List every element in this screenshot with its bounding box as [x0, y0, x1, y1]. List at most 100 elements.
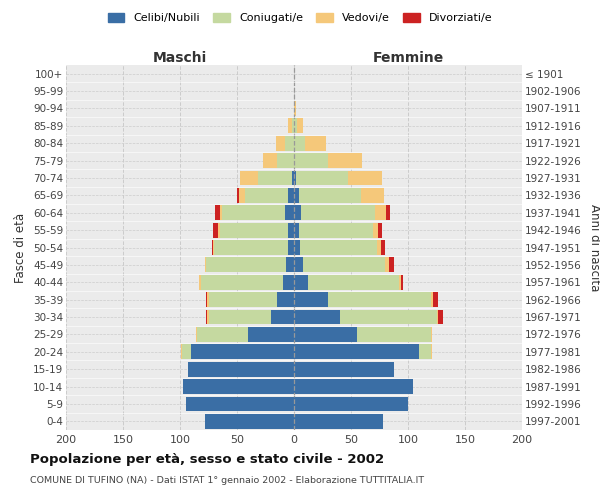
Bar	[419, 344, 431, 359]
Bar	[277, 292, 294, 307]
Bar	[181, 344, 182, 359]
Bar	[437, 310, 443, 324]
Bar	[208, 292, 209, 307]
Bar	[213, 222, 218, 238]
Bar	[300, 240, 377, 255]
Bar	[191, 344, 294, 359]
Bar	[328, 153, 362, 168]
Bar	[361, 188, 384, 202]
Bar	[380, 240, 385, 255]
Bar	[301, 206, 375, 220]
Bar	[199, 275, 200, 289]
Bar	[285, 206, 294, 220]
Bar	[220, 222, 289, 238]
Bar	[433, 292, 437, 307]
Bar	[375, 206, 386, 220]
Bar	[294, 310, 340, 324]
Bar	[239, 188, 245, 202]
Bar	[377, 240, 380, 255]
Bar	[263, 153, 277, 168]
Bar	[214, 240, 289, 255]
Bar	[271, 310, 294, 324]
Bar	[289, 240, 294, 255]
Bar	[386, 206, 390, 220]
Bar	[431, 327, 432, 342]
Bar	[294, 101, 296, 116]
Bar	[213, 240, 214, 255]
Bar	[431, 292, 433, 307]
Text: COMUNE DI TUFINO (NA) - Dati ISTAT 1° gennaio 2002 - Elaborazione TUTTITALIA.IT: COMUNE DI TUFINO (NA) - Dati ISTAT 1° ge…	[30, 476, 424, 485]
Bar	[206, 310, 208, 324]
Bar	[294, 153, 328, 168]
Bar	[308, 275, 399, 289]
Bar	[222, 206, 285, 220]
Bar	[215, 206, 220, 220]
Bar	[303, 258, 385, 272]
Bar	[209, 292, 277, 307]
Bar	[289, 118, 292, 133]
Bar	[294, 188, 299, 202]
Text: Popolazione per età, sesso e stato civile - 2002: Popolazione per età, sesso e stato civil…	[30, 452, 384, 466]
Bar	[385, 258, 389, 272]
Bar	[294, 292, 328, 307]
Bar	[248, 327, 294, 342]
Y-axis label: Fasce di età: Fasce di età	[14, 212, 28, 282]
Legend: Celibi/Nubili, Coniugati/e, Vedovi/e, Divorziati/e: Celibi/Nubili, Coniugati/e, Vedovi/e, Di…	[103, 8, 497, 28]
Bar	[294, 379, 413, 394]
Bar	[294, 344, 419, 359]
Bar	[373, 222, 379, 238]
Bar	[289, 188, 294, 202]
Bar	[294, 136, 305, 150]
Bar	[328, 292, 431, 307]
Bar	[294, 170, 296, 186]
Bar	[283, 275, 294, 289]
Bar	[294, 275, 308, 289]
Bar	[208, 310, 209, 324]
Bar	[245, 188, 289, 202]
Bar	[206, 292, 208, 307]
Bar	[294, 396, 408, 411]
Bar	[218, 222, 220, 238]
Bar	[294, 206, 301, 220]
Bar	[285, 136, 294, 150]
Bar	[276, 136, 285, 150]
Bar	[347, 170, 382, 186]
Y-axis label: Anni di nascita: Anni di nascita	[588, 204, 600, 291]
Bar	[399, 275, 401, 289]
Bar	[188, 362, 294, 376]
Bar	[292, 118, 294, 133]
Bar	[294, 327, 356, 342]
Bar	[299, 188, 361, 202]
Bar	[196, 327, 197, 342]
Bar	[241, 170, 257, 186]
Bar	[277, 153, 294, 168]
Bar	[294, 414, 383, 428]
Bar	[206, 258, 286, 272]
Bar	[340, 310, 437, 324]
Bar	[296, 170, 347, 186]
Bar	[184, 379, 294, 394]
Bar	[356, 327, 431, 342]
Bar	[197, 327, 248, 342]
Bar	[294, 240, 300, 255]
Bar	[294, 118, 298, 133]
Text: Maschi: Maschi	[153, 51, 207, 65]
Bar	[200, 275, 283, 289]
Bar	[299, 222, 373, 238]
Bar	[257, 170, 292, 186]
Bar	[401, 275, 403, 289]
Bar	[298, 118, 303, 133]
Bar	[182, 344, 191, 359]
Bar	[289, 222, 294, 238]
Bar	[389, 258, 394, 272]
Bar	[186, 396, 294, 411]
Bar	[205, 258, 206, 272]
Bar	[305, 136, 326, 150]
Bar	[431, 344, 432, 359]
Text: Femmine: Femmine	[373, 51, 443, 65]
Bar	[212, 240, 213, 255]
Bar	[237, 188, 239, 202]
Bar	[286, 258, 294, 272]
Bar	[292, 170, 294, 186]
Bar	[294, 258, 303, 272]
